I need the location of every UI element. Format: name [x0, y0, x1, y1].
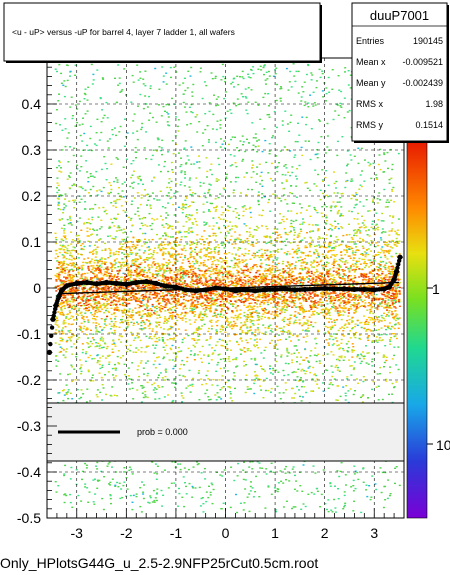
profile-point [50, 316, 56, 322]
footer-filename: Only_HPlotsG44G_u_2.5-2.9NFP25rCut0.5cm.… [0, 555, 318, 571]
profile-point [397, 254, 403, 260]
colorbar-tick-1: 1 [432, 281, 440, 297]
stats-row-value: 190145 [413, 36, 443, 46]
y-tick-label: -0.3 [17, 418, 41, 434]
stats-row-label: Entries [356, 36, 385, 46]
stats-row-value: -0.002439 [402, 78, 443, 88]
y-tick-label: 0.3 [22, 142, 42, 158]
x-tick-label: 0 [222, 525, 230, 541]
y-tick-label: -0.4 [17, 464, 41, 480]
y-tick-label: 0.4 [22, 96, 42, 112]
fit-legend: prob = 0.000 [46, 402, 405, 462]
x-tick-label: -1 [170, 525, 183, 541]
y-tick-label: -0.1 [17, 326, 41, 342]
x-tick-label: -2 [120, 525, 133, 541]
stats-row-label: RMS x [356, 99, 384, 109]
color-bar: 1 10 [406, 139, 450, 519]
y-tick-label: 0.1 [22, 234, 42, 250]
chart-title: <u - uP> versus -uP for barrel 4, layer … [12, 27, 235, 37]
y-tick-label: -0.2 [17, 372, 41, 388]
x-tick-label: 1 [271, 525, 279, 541]
fit-line [61, 281, 400, 295]
stats-row-label: Mean y [356, 78, 386, 88]
x-tick-label: 2 [321, 525, 329, 541]
x-tick-label: 3 [370, 525, 378, 541]
stats-row-value: 0.1514 [415, 120, 443, 130]
stats-row-value: -0.009521 [402, 57, 443, 67]
stats-row-label: Mean x [356, 57, 386, 67]
x-axis: -3 -2 -1 0 1 2 3 [46, 508, 405, 541]
stats-name: duuP7001 [370, 8, 429, 23]
fit-legend-label: prob = 0.000 [137, 427, 188, 437]
y-tick-label: 0 [33, 280, 41, 296]
stats-box: duuP7001 Entries 190145 Mean x -0.009521 Mea… [351, 2, 449, 143]
colorbar-tick-10: 10 [436, 437, 450, 453]
x-tick-label: -3 [71, 525, 84, 541]
y-tick-label: 0.2 [22, 188, 42, 204]
stats-row-value: 1.98 [425, 99, 443, 109]
y-axis: -0.5 -0.4 -0.3 -0.2 -0.1 0 0.1 0.2 0.3 0.4 [17, 57, 57, 526]
title-box: <u - uP> versus -uP for barrel 4, layer … [3, 2, 322, 63]
y-tick-label: -0.5 [17, 510, 41, 526]
stats-row-label: RMS y [356, 120, 384, 130]
